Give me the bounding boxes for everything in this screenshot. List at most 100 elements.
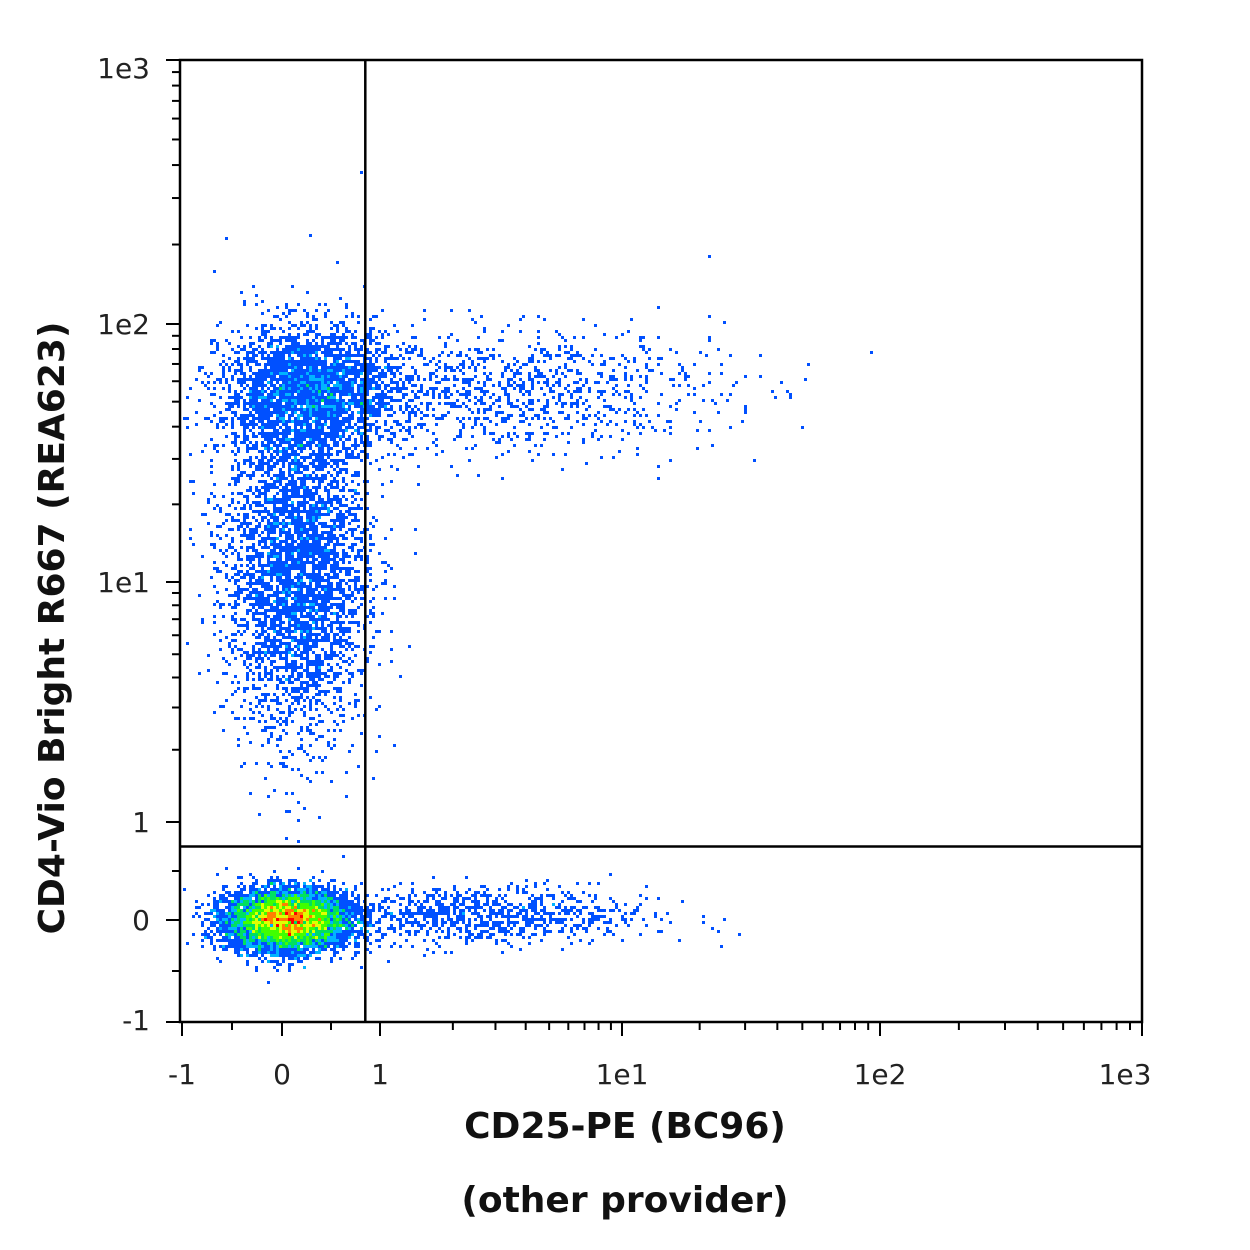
event-dot-3739 [288, 621, 291, 624]
event-dot-1630 [282, 510, 285, 513]
event-dot-4926 [273, 408, 276, 411]
event-dot-1267 [297, 417, 300, 420]
event-dot-4274 [423, 414, 426, 417]
event-dot-3440 [354, 537, 357, 540]
event-dot-4540 [291, 408, 294, 411]
event-dot-102 [291, 921, 294, 924]
event-dot-1522 [258, 657, 261, 660]
event-dot-4579 [279, 393, 282, 396]
event-dot-3590 [339, 687, 342, 690]
event-dot-4077 [348, 360, 351, 363]
event-dot-2206 [288, 591, 291, 594]
event-dot-4160 [369, 339, 372, 342]
event-dot-4009 [276, 411, 279, 414]
event-dot-709 [234, 909, 237, 912]
event-dot-3303 [300, 564, 303, 567]
event-dot-1655 [318, 486, 321, 489]
event-dot-620 [276, 900, 279, 903]
event-dot-4594 [282, 474, 285, 477]
event-dot-2401 [252, 678, 255, 681]
event-dot-4094 [345, 366, 348, 369]
event-dot-1286 [255, 600, 258, 603]
event-dot-2903 [285, 603, 288, 606]
event-dot-2593 [243, 513, 246, 516]
event-dot-2810 [315, 432, 318, 435]
event-dot-577 [249, 906, 252, 909]
event-dot-1562 [264, 699, 267, 702]
event-dot-2667 [360, 459, 363, 462]
event-dot-2441 [300, 684, 303, 687]
event-dot-4918 [231, 402, 234, 405]
event-dot-3170 [306, 627, 309, 630]
event-dot-640 [195, 900, 198, 903]
event-dot-1421 [306, 651, 309, 654]
event-dot-1478 [300, 573, 303, 576]
event-dot-4770 [366, 348, 369, 351]
event-dot-1573 [219, 537, 222, 540]
event-dot-4933 [324, 345, 327, 348]
event-dot-3498 [378, 468, 381, 471]
event-dot-3841 [342, 639, 345, 642]
event-dot-30 [306, 897, 309, 900]
event-dot-2858 [273, 519, 276, 522]
event-dot-4567 [213, 351, 216, 354]
event-dot-3691 [294, 660, 297, 663]
event-dot-1875 [321, 552, 324, 555]
event-dot-2947 [264, 507, 267, 510]
event-dot-1340 [309, 582, 312, 585]
event-dot-1837 [258, 480, 261, 483]
event-dot-2285 [264, 696, 267, 699]
event-dot-3571 [264, 666, 267, 669]
event-dot-3201 [333, 441, 336, 444]
event-dot-2963 [327, 636, 330, 639]
event-dot-4371 [267, 375, 270, 378]
event-dot-357 [327, 909, 330, 912]
event-dot-3996 [339, 339, 342, 342]
event-dot-960 [243, 894, 246, 897]
event-dot-2176 [294, 459, 297, 462]
event-dot-3330 [342, 444, 345, 447]
event-dot-144 [219, 930, 222, 933]
event-dot-2424 [297, 510, 300, 513]
event-dot-336 [306, 918, 309, 921]
event-dot-202 [258, 933, 261, 936]
event-dot-2249 [300, 615, 303, 618]
event-dot-3565 [294, 483, 297, 486]
event-dot-1002 [252, 876, 255, 879]
event-dot-757 [237, 921, 240, 924]
event-dot-4171 [348, 423, 351, 426]
event-dot-1682 [303, 486, 306, 489]
event-dot-3141 [300, 651, 303, 654]
event-dot-2435 [318, 639, 321, 642]
event-dot-2843 [330, 681, 333, 684]
event-dot-3758 [369, 600, 372, 603]
event-dot-1914 [300, 708, 303, 711]
event-dot-2481 [336, 675, 339, 678]
event-dot-1848 [348, 510, 351, 513]
event-dot-3229 [219, 510, 222, 513]
event-dot-2005 [285, 546, 288, 549]
event-dot-1542 [267, 561, 270, 564]
event-dot-3850 [336, 516, 339, 519]
event-dot-4150 [336, 345, 339, 348]
event-dot-3063 [315, 534, 318, 537]
event-dot-1473 [333, 558, 336, 561]
event-dot-4877 [309, 357, 312, 360]
event-dot-3280 [231, 477, 234, 480]
event-dot-147 [252, 939, 255, 942]
event-dot-3923 [318, 372, 321, 375]
event-dot-2389 [297, 621, 300, 624]
event-dot-25 [273, 888, 276, 891]
event-dot-871 [210, 924, 213, 927]
event-dot-4431 [333, 366, 336, 369]
event-dot-2119 [330, 621, 333, 624]
event-dot-37 [300, 924, 303, 927]
event-dot-2941 [267, 423, 270, 426]
event-dot-968 [345, 909, 348, 912]
event-dot-4297 [240, 363, 243, 366]
event-dot-4415 [225, 402, 228, 405]
event-dot-4004 [333, 348, 336, 351]
event-dot-651 [261, 933, 264, 936]
event-dot-2084 [264, 729, 267, 732]
event-dot-4685 [201, 381, 204, 384]
